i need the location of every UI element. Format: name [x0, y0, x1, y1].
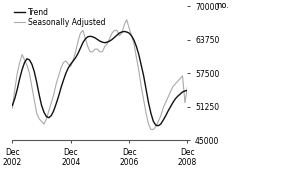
Trend — [50, 115, 53, 117]
Seasonally Adjusted — [11, 107, 14, 109]
Trend — [166, 110, 170, 112]
Line: Trend: Trend — [12, 31, 187, 126]
Trend — [98, 40, 102, 42]
Seasonally Adjusted — [186, 86, 189, 88]
Seasonally Adjusted — [125, 19, 128, 21]
Y-axis label: no.: no. — [216, 1, 229, 10]
Seasonally Adjusted — [161, 107, 165, 109]
Seasonally Adjusted — [98, 51, 102, 53]
Trend — [156, 125, 160, 127]
Seasonally Adjusted — [50, 102, 53, 104]
Line: Seasonally Adjusted: Seasonally Adjusted — [12, 20, 187, 130]
Trend — [11, 104, 14, 106]
Seasonally Adjusted — [166, 96, 170, 98]
Seasonally Adjusted — [149, 129, 153, 131]
Trend — [186, 89, 189, 91]
Legend: Trend, Seasonally Adjusted: Trend, Seasonally Adjusted — [14, 8, 106, 27]
Trend — [69, 63, 72, 65]
Trend — [173, 98, 177, 100]
Trend — [161, 119, 165, 121]
Seasonally Adjusted — [69, 65, 72, 67]
Trend — [123, 30, 126, 32]
Seasonally Adjusted — [173, 83, 177, 85]
